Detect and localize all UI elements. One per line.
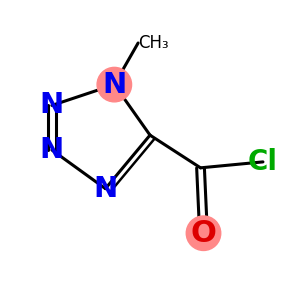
Text: N: N xyxy=(40,92,64,119)
Circle shape xyxy=(97,68,132,102)
Text: CH₃: CH₃ xyxy=(138,34,169,52)
Text: N: N xyxy=(40,136,64,164)
Text: Cl: Cl xyxy=(248,148,278,176)
Circle shape xyxy=(186,216,221,250)
Text: N: N xyxy=(102,70,127,99)
Text: O: O xyxy=(190,219,216,248)
Text: N: N xyxy=(93,175,118,203)
